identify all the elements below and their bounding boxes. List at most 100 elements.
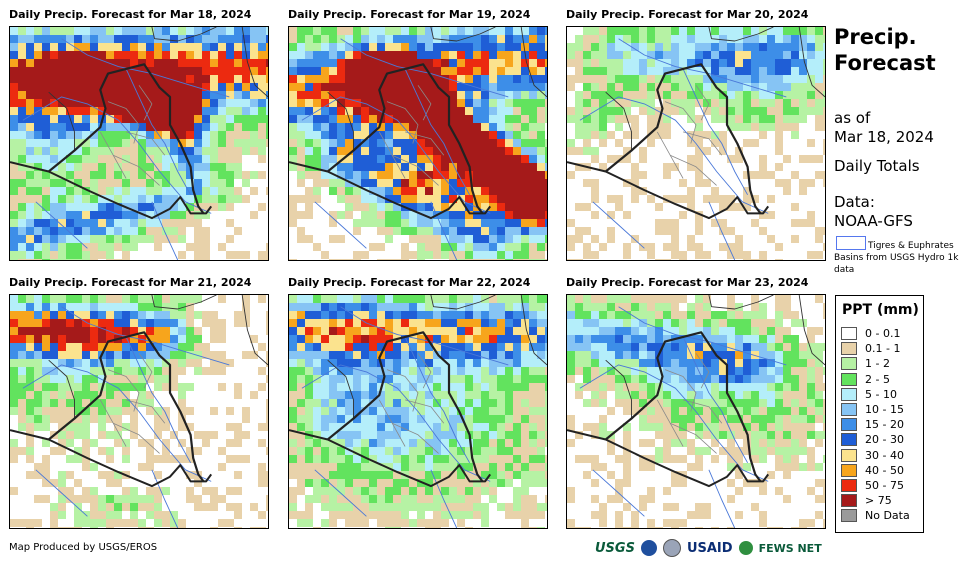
data-source: NOAA-GFS (834, 212, 913, 230)
precip-cell (815, 495, 823, 503)
precip-cell (154, 335, 162, 343)
precip-cell (369, 203, 377, 211)
precip-cell (138, 91, 146, 99)
precip-cell (719, 319, 727, 327)
precip-cell (297, 51, 305, 59)
precip-cell (695, 503, 703, 511)
precip-cell (321, 367, 329, 375)
precip-cell (345, 391, 353, 399)
precip-cell (345, 495, 353, 503)
precip-cell (775, 51, 783, 59)
precip-cell (529, 91, 537, 99)
precip-cell (66, 327, 74, 335)
precip-cell (425, 115, 433, 123)
precip-cell (130, 311, 138, 319)
precip-cell (695, 327, 703, 335)
precip-cell (807, 447, 815, 455)
precip-cell (337, 383, 345, 391)
precip-cell (162, 195, 170, 203)
precip-cell (513, 503, 521, 511)
precip-cell (457, 327, 465, 335)
precip-cell (58, 495, 66, 503)
precip-cell (537, 203, 545, 211)
precip-cell (377, 479, 385, 487)
precip-cell (631, 91, 639, 99)
precip-cell (505, 35, 513, 43)
precip-cell (583, 335, 591, 343)
precip-map-panel (288, 294, 548, 529)
precip-cell (671, 503, 679, 511)
precip-cell (18, 131, 26, 139)
precip-cell (775, 123, 783, 131)
precip-cell (66, 51, 74, 59)
precip-cell (329, 375, 337, 383)
precip-cell (751, 123, 759, 131)
precip-cell (599, 123, 607, 131)
precip-cell (98, 27, 106, 35)
precip-cell (513, 203, 521, 211)
precip-cell (615, 91, 623, 99)
precip-cell (26, 519, 34, 527)
precip-cell (106, 35, 114, 43)
precip-cell (663, 91, 671, 99)
precip-cell (114, 311, 122, 319)
precip-cell (258, 67, 266, 75)
precip-cell (799, 431, 807, 439)
precip-cell (799, 415, 807, 423)
precip-cell (465, 471, 473, 479)
precip-cell (489, 147, 497, 155)
precip-cell (465, 503, 473, 511)
precip-cell (58, 527, 66, 528)
precip-cell (521, 335, 529, 343)
precip-cell (473, 487, 481, 495)
precip-cell (767, 67, 775, 75)
precip-cell (345, 171, 353, 179)
precip-cell (50, 83, 58, 91)
admin-boundary (99, 399, 127, 447)
precip-cell (591, 463, 599, 471)
precip-map (567, 295, 825, 528)
admin-boundary (404, 131, 445, 156)
precip-cell (719, 67, 727, 75)
precip-cell (409, 235, 417, 243)
precip-cell (567, 43, 575, 51)
precip-cell (473, 35, 481, 43)
legend-row: 40 - 50 (841, 463, 904, 478)
precip-cell (433, 311, 441, 319)
precip-cell (513, 407, 521, 415)
precip-cell (537, 407, 545, 415)
precip-cell (457, 431, 465, 439)
precip-cell (321, 311, 329, 319)
precip-cell (337, 391, 345, 399)
precip-cell (631, 335, 639, 343)
precip-cell (82, 439, 90, 447)
precip-cell (178, 399, 186, 407)
precip-cell (521, 235, 529, 243)
precip-cell (537, 259, 545, 260)
precip-cell (663, 67, 671, 75)
precip-cell (313, 319, 321, 327)
precip-cell (687, 195, 695, 203)
precip-cell (194, 75, 202, 83)
precip-cell (449, 311, 457, 319)
precip-cell (50, 243, 58, 251)
precip-cell (50, 35, 58, 43)
precip-cell (783, 303, 791, 311)
precip-cell (807, 407, 815, 415)
precip-cell (703, 251, 711, 259)
precip-cell (521, 455, 529, 463)
precip-cell (433, 343, 441, 351)
precip-cell (353, 359, 361, 367)
precip-cell (106, 179, 114, 187)
precip-cell (26, 27, 34, 35)
precip-cell (505, 319, 513, 327)
precip-cell (178, 59, 186, 67)
precip-cell (679, 439, 687, 447)
precip-cell (687, 359, 695, 367)
precip-cell (106, 99, 114, 107)
precip-cell (234, 319, 242, 327)
precip-cell (401, 35, 409, 43)
precip-cell (695, 463, 703, 471)
precip-cell (575, 115, 583, 123)
precip-cell (34, 27, 42, 35)
